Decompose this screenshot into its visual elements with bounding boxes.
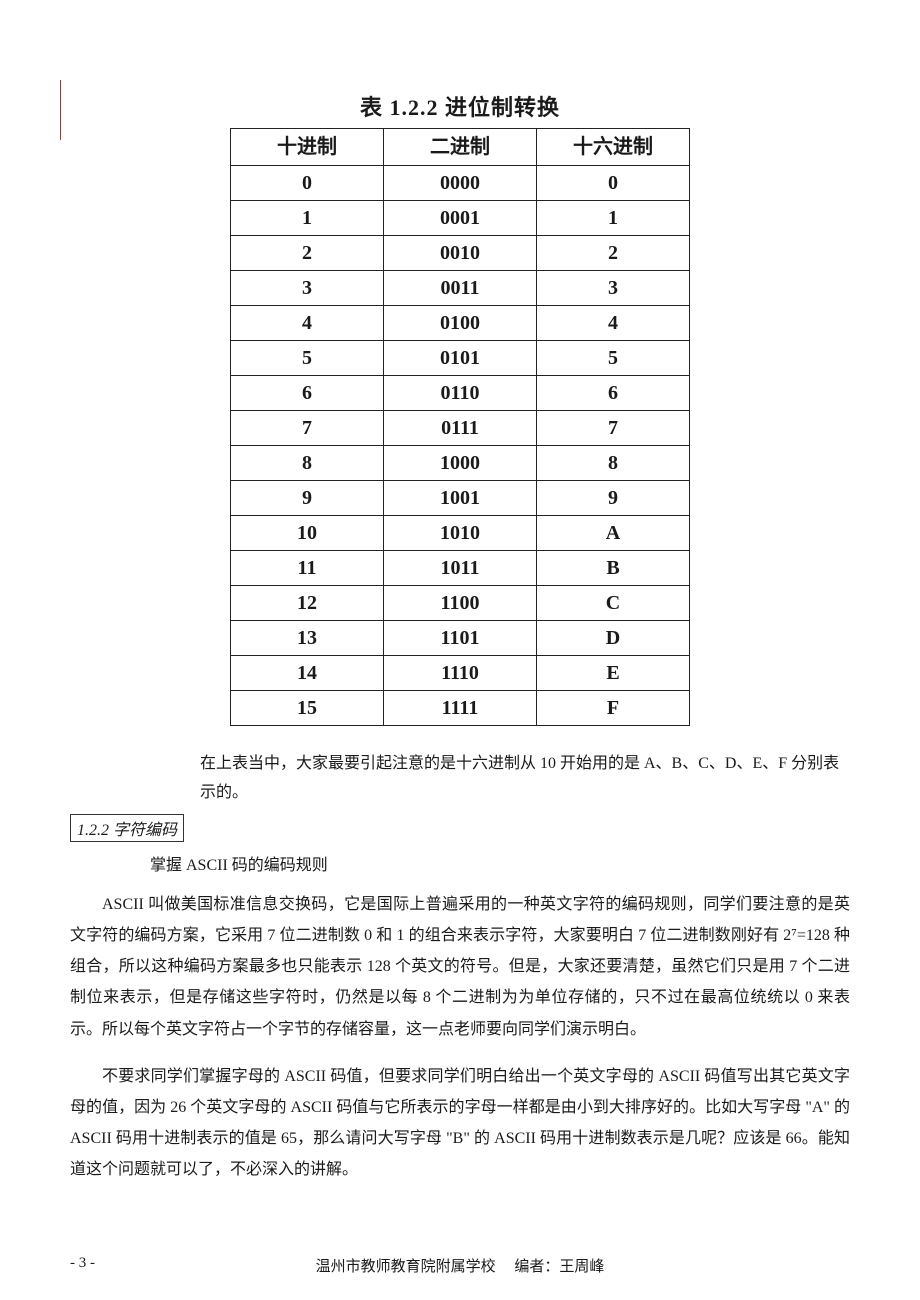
cell-binary: 0010 [384, 236, 537, 271]
cell-decimal: 11 [231, 551, 384, 586]
table-row: 000000 [231, 166, 690, 201]
cell-binary: 1011 [384, 551, 537, 586]
table-row: 910019 [231, 481, 690, 516]
cell-decimal: 6 [231, 376, 384, 411]
cell-hex: 3 [537, 271, 690, 306]
cell-binary: 0111 [384, 411, 537, 446]
section-title: 字符编码 [113, 822, 177, 839]
cell-hex: A [537, 516, 690, 551]
cell-binary: 0110 [384, 376, 537, 411]
paragraph-1: ASCII 叫做美国标准信息交换码，它是国际上普遍采用的一种英文字符的编码规则，… [70, 889, 850, 1045]
table-header-row: 十进制 二进制 十六进制 [231, 129, 690, 166]
cell-binary: 1101 [384, 621, 537, 656]
section-subheading: 掌握 ASCII 码的编码规则 [118, 850, 850, 881]
table-row: 401004 [231, 306, 690, 341]
cell-hex: 8 [537, 446, 690, 481]
page: 表 1.2.2 进位制转换 十进制 二进制 十六进制 0000001000112… [0, 0, 920, 1300]
cell-decimal: 4 [231, 306, 384, 341]
table-row: 131101D [231, 621, 690, 656]
table-row: 141110E [231, 656, 690, 691]
cell-decimal: 14 [231, 656, 384, 691]
table-row: 100011 [231, 201, 690, 236]
cell-decimal: 3 [231, 271, 384, 306]
cell-hex: 0 [537, 166, 690, 201]
cell-decimal: 10 [231, 516, 384, 551]
section-heading-row: 1.2.2 字符编码 [70, 814, 850, 842]
cell-decimal: 5 [231, 341, 384, 376]
table-row: 151111F [231, 691, 690, 726]
margin-rule [60, 80, 61, 140]
page-number: - 3 - [70, 1255, 95, 1272]
table-row: 111011B [231, 551, 690, 586]
cell-binary: 1010 [384, 516, 537, 551]
cell-decimal: 13 [231, 621, 384, 656]
table-row: 601106 [231, 376, 690, 411]
cell-binary: 0101 [384, 341, 537, 376]
page-footer: - 3 - 温州市教师教育院附属学校 编者：王周峰 [70, 1255, 850, 1272]
cell-binary: 0011 [384, 271, 537, 306]
table-row: 101010A [231, 516, 690, 551]
cell-binary: 0100 [384, 306, 537, 341]
cell-hex: 5 [537, 341, 690, 376]
cell-hex: 2 [537, 236, 690, 271]
table-row: 501015 [231, 341, 690, 376]
cell-decimal: 1 [231, 201, 384, 236]
cell-hex: B [537, 551, 690, 586]
col-binary: 二进制 [384, 129, 537, 166]
cell-hex: D [537, 621, 690, 656]
footer-center: 温州市教师教育院附属学校 编者：王周峰 [70, 1255, 850, 1276]
footer-author: 王周峰 [559, 1259, 604, 1275]
cell-binary: 1000 [384, 446, 537, 481]
footer-author-label: 编者： [514, 1259, 559, 1275]
cell-binary: 1100 [384, 586, 537, 621]
cell-decimal: 9 [231, 481, 384, 516]
table-row: 200102 [231, 236, 690, 271]
table-row: 300113 [231, 271, 690, 306]
col-hex: 十六进制 [537, 129, 690, 166]
cell-binary: 0000 [384, 166, 537, 201]
table-note: 在上表当中，大家最要引起注意的是十六进制从 10 开始用的是 A、B、C、D、E… [200, 750, 840, 808]
footer-institution: 温州市教师教育院附属学校 [316, 1259, 496, 1275]
cell-hex: 1 [537, 201, 690, 236]
table-row: 701117 [231, 411, 690, 446]
cell-hex: F [537, 691, 690, 726]
table-row: 121100C [231, 586, 690, 621]
section-number: 1.2.2 [77, 822, 109, 839]
cell-binary: 1001 [384, 481, 537, 516]
cell-binary: 0001 [384, 201, 537, 236]
cell-decimal: 8 [231, 446, 384, 481]
cell-decimal: 2 [231, 236, 384, 271]
section-heading-box: 1.2.2 字符编码 [70, 814, 184, 842]
cell-binary: 1111 [384, 691, 537, 726]
paragraph-2: 不要求同学们掌握字母的 ASCII 码值，但要求同学们明白给出一个英文字母的 A… [70, 1061, 850, 1186]
cell-hex: E [537, 656, 690, 691]
conversion-table: 十进制 二进制 十六进制 000000100011200102300113401… [230, 128, 690, 726]
cell-binary: 1110 [384, 656, 537, 691]
cell-hex: 4 [537, 306, 690, 341]
cell-hex: 6 [537, 376, 690, 411]
cell-hex: 9 [537, 481, 690, 516]
table-row: 810008 [231, 446, 690, 481]
cell-decimal: 7 [231, 411, 384, 446]
conversion-table-wrap: 表 1.2.2 进位制转换 十进制 二进制 十六进制 0000001000112… [230, 90, 690, 726]
cell-hex: 7 [537, 411, 690, 446]
cell-decimal: 12 [231, 586, 384, 621]
cell-hex: C [537, 586, 690, 621]
col-decimal: 十进制 [231, 129, 384, 166]
cell-decimal: 0 [231, 166, 384, 201]
cell-decimal: 15 [231, 691, 384, 726]
table-caption: 表 1.2.2 进位制转换 [230, 90, 690, 122]
